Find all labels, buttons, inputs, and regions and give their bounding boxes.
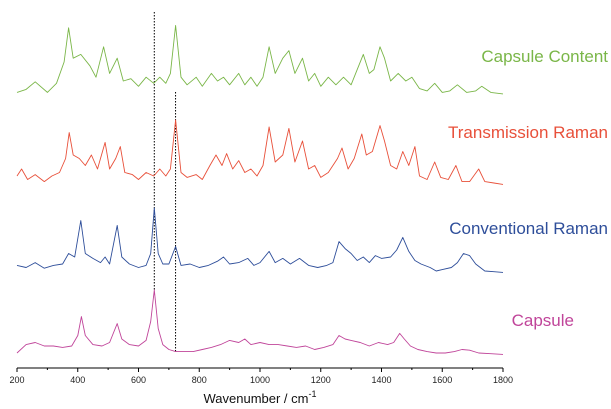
series-labels-group: Capsule Content Transmission Raman Convent…: [448, 47, 608, 330]
x-axis-title: Wavenumber / cm-1: [203, 389, 316, 406]
series-label-capsule: Capsule: [512, 311, 574, 330]
x-tick-label-1800: 1800: [493, 375, 513, 385]
x-tick-label-1200: 1200: [311, 375, 331, 385]
x-axis-title-text: Wavenumber / cm: [203, 391, 308, 406]
x-tick-label-1000: 1000: [250, 375, 270, 385]
x-tick-label-400: 400: [70, 375, 85, 385]
x-tick-label-600: 600: [131, 375, 146, 385]
series-label-conventional-raman: Conventional Raman: [449, 219, 608, 238]
series-label-capsule-content: Capsule Content: [481, 47, 608, 66]
series-line-conventional-raman: [16, 207, 504, 273]
x-tick-label-800: 800: [192, 375, 207, 385]
series-line-capsule: [16, 289, 504, 355]
x-tick-label-1600: 1600: [432, 375, 452, 385]
x-tick-label-200: 200: [9, 375, 24, 385]
series-line-capsule-content: [16, 25, 504, 95]
series-line-transmission-raman: [16, 119, 504, 185]
reference-lines: [153, 12, 177, 352]
series-label-transmission-raman: Transmission Raman: [448, 123, 608, 142]
x-axis-title-superscript: -1: [308, 389, 316, 399]
x-tick-label-1400: 1400: [371, 375, 391, 385]
x-axis: 200 400 600 800 1000 1200 1400 1600 1800: [9, 367, 513, 385]
spectrum-series-group: [16, 25, 504, 355]
